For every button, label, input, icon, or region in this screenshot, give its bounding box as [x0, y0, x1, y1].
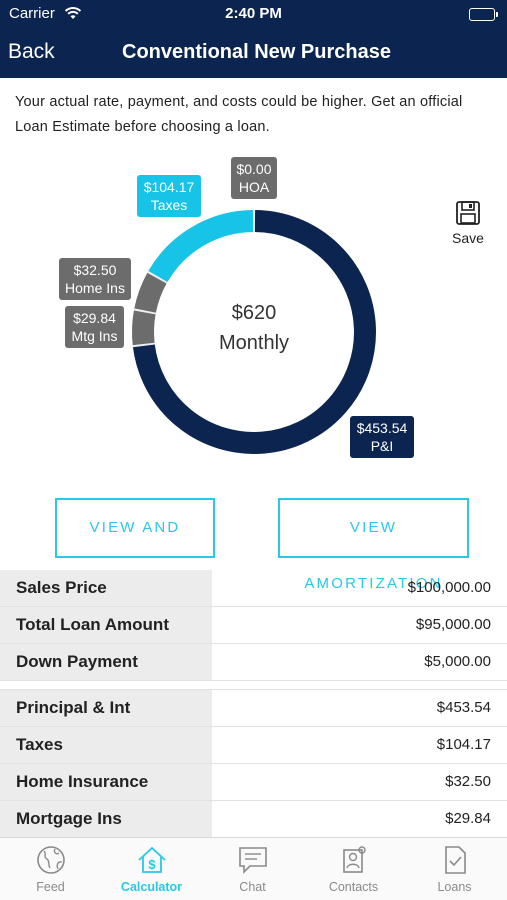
house-dollar-icon: $ [138, 846, 166, 873]
row-value: $29.84 [445, 810, 491, 827]
table-row: Mortgage Ins $29.84 [0, 801, 507, 838]
save-label: Save [452, 230, 484, 246]
view-amortization-button[interactable]: VIEW AMORTIZATION [278, 498, 469, 592]
row-label: Principal & Int [0, 690, 212, 726]
wifi-icon [64, 6, 82, 25]
pi-label: P&I [370, 438, 394, 454]
home-ins-label: Home Ins [65, 280, 125, 296]
table-row: Taxes $104.17 [0, 727, 507, 764]
home-ins-amount: $32.50 [73, 262, 117, 278]
tab-contacts[interactable]: Contacts [303, 838, 404, 900]
taxes-label: Taxes [150, 197, 188, 213]
mtg-ins-label: Mtg Ins [71, 328, 118, 344]
table-row: Total Loan Amount $95,000.00 [0, 607, 507, 644]
table-row: Sales Price $100,000.00 [0, 570, 507, 607]
table-row: Principal & Int $453.54 [0, 690, 507, 727]
tab-label: Contacts [328, 880, 379, 894]
carrier-label: Carrier [9, 5, 55, 22]
status-time: 2:40 PM [225, 5, 282, 22]
monthly-label: Monthly [218, 332, 290, 354]
save-icon [456, 201, 480, 225]
page-title: Conventional New Purchase [122, 41, 391, 63]
donut-segment-p-i [132, 210, 376, 454]
chat-icon [239, 847, 267, 874]
view-and-share-button[interactable]: VIEW AND SHARE [55, 498, 215, 592]
hoa-tag: $0.00 HOA [231, 157, 277, 199]
contacts-icon [343, 846, 366, 873]
row-value: $95,000.00 [415, 616, 491, 633]
tab-label: Calculator [120, 880, 183, 894]
row-label: Mortgage Ins [0, 801, 212, 837]
home-ins-tag: $32.50 Home Ins [59, 258, 131, 300]
tab-label: Loans [437, 880, 472, 894]
nav-bar: Back Conventional New Purchase [0, 30, 507, 78]
row-label: Sales Price [0, 570, 212, 606]
row-label: Down Payment [0, 644, 212, 680]
save-button[interactable]: Save [446, 200, 490, 246]
svg-text:$: $ [148, 857, 156, 872]
taxes-amount: $104.17 [143, 179, 195, 195]
payment-breakdown-chart: $620 Monthly $0.00 HOA $104.17 Taxes $32… [0, 150, 507, 470]
loan-details-table: Sales Price $100,000.00 Total Loan Amoun… [0, 570, 507, 838]
hoa-amount: $0.00 [236, 161, 272, 177]
globe-icon [37, 846, 65, 874]
tab-label: Chat [239, 880, 266, 894]
row-value: $104.17 [436, 736, 491, 753]
tab-feed[interactable]: Feed [0, 838, 101, 900]
tab-calculator[interactable]: $ Calculator [101, 838, 202, 900]
disclaimer-text: Your actual rate, payment, and costs cou… [15, 94, 463, 135]
mtg-ins-amount: $29.84 [73, 310, 116, 326]
battery-icon [469, 8, 498, 21]
row-value: $100,000.00 [407, 579, 491, 596]
donut-chart [132, 210, 376, 454]
hoa-label: HOA [238, 179, 270, 195]
taxes-tag: $104.17 Taxes [137, 175, 201, 217]
document-check-icon [445, 846, 466, 874]
tab-bar: Feed $ Calculator Chat Contacts Loans [0, 837, 507, 900]
donut-segment-mtg-ins [132, 310, 156, 346]
back-button[interactable]: Back [8, 40, 55, 63]
donut-segment-taxes [148, 210, 254, 283]
pi-amount: $453.54 [356, 420, 408, 436]
tab-label: Feed [36, 880, 65, 894]
tab-chat[interactable]: Chat [202, 838, 303, 900]
section-divider [0, 681, 507, 690]
row-value: $5,000.00 [424, 653, 491, 670]
mtg-ins-tag: $29.84 Mtg Ins [65, 306, 124, 348]
pi-tag: $453.54 P&I [350, 416, 414, 458]
table-row: Home Insurance $32.50 [0, 764, 507, 801]
donut-segment-home-ins [134, 272, 167, 314]
row-value: $453.54 [436, 699, 491, 716]
table-row: Down Payment $5,000.00 [0, 644, 507, 681]
row-label: Total Loan Amount [0, 607, 212, 643]
status-bar: Carrier 2:40 PM [0, 0, 507, 30]
monthly-amount: $620 [231, 302, 277, 324]
row-label: Home Insurance [0, 764, 212, 800]
tab-loans[interactable]: Loans [404, 838, 505, 900]
row-value: $32.50 [445, 773, 491, 790]
row-label: Taxes [0, 727, 212, 763]
